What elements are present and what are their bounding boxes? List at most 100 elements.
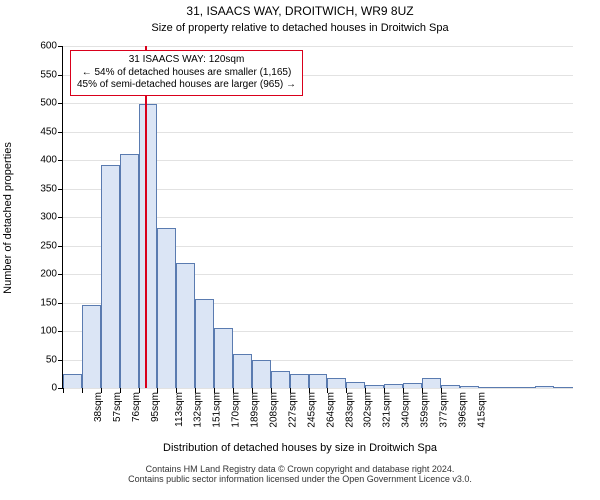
histogram-bar [535, 386, 554, 388]
xtick-mark [422, 388, 423, 393]
xtick-label: 340sqm [401, 392, 412, 428]
xtick-label: 170sqm [231, 392, 242, 428]
xtick-label: 76sqm [131, 392, 142, 422]
ytick-label: 200 [40, 269, 57, 280]
marker-vline [145, 46, 147, 388]
xtick-label: 113sqm [173, 392, 184, 427]
xtick-mark [120, 388, 121, 393]
ytick-label: 600 [40, 41, 57, 52]
ytick-mark [58, 75, 63, 76]
xtick-label: 95sqm [150, 392, 161, 422]
histogram-bar [101, 165, 120, 388]
xtick-label: 302sqm [363, 392, 374, 428]
histogram-bar [384, 384, 403, 388]
ytick-label: 100 [40, 326, 57, 337]
histogram-bar [82, 305, 101, 388]
xtick-mark [327, 388, 328, 393]
y-axis-label: Number of detached properties [2, 142, 14, 294]
xtick-label: 38sqm [93, 392, 104, 422]
ytick-mark [58, 303, 63, 304]
histogram-bar [195, 299, 214, 388]
histogram-bar [271, 371, 290, 388]
chart-container: { "suptitle": "31, ISAACS WAY, DROITWICH… [0, 0, 600, 500]
histogram-bar [157, 228, 176, 388]
xtick-label: 321sqm [382, 392, 393, 428]
ytick-label: 350 [40, 183, 57, 194]
ytick-label: 500 [40, 98, 57, 109]
xtick-mark [403, 388, 404, 393]
histogram-bar [479, 387, 498, 388]
xtick-label: 132sqm [193, 392, 204, 428]
xtick-label: 245sqm [306, 392, 317, 428]
histogram-bar [365, 385, 384, 388]
ytick-mark [58, 46, 63, 47]
chart-suptitle: 31, ISAACS WAY, DROITWICH, WR9 8UZ [0, 4, 600, 18]
gridline [63, 46, 573, 47]
annotation-line: ← 54% of detached houses are smaller (1,… [77, 67, 296, 80]
ytick-mark [58, 132, 63, 133]
ytick-mark [58, 360, 63, 361]
ytick-label: 150 [40, 297, 57, 308]
xtick-label: 151sqm [212, 392, 223, 428]
histogram-bar [290, 374, 309, 388]
xtick-mark [176, 388, 177, 393]
histogram-bar [309, 374, 328, 388]
ytick-mark [58, 103, 63, 104]
ytick-label: 550 [40, 69, 57, 80]
xtick-label: 189sqm [250, 392, 261, 428]
histogram-bar [63, 374, 82, 388]
ytick-mark [58, 246, 63, 247]
xtick-mark [157, 388, 158, 393]
annotation-line: 31 ISAACS WAY: 120sqm [77, 54, 296, 67]
xtick-label: 283sqm [344, 392, 355, 428]
ytick-mark [58, 274, 63, 275]
histogram-bar [214, 328, 233, 388]
xtick-mark [252, 388, 253, 393]
chart-title: Size of property relative to detached ho… [0, 22, 600, 34]
xtick-label: 208sqm [269, 392, 280, 428]
histogram-bar [327, 378, 346, 388]
xtick-mark [271, 388, 272, 393]
xtick-label: 227sqm [287, 392, 298, 428]
ytick-label: 0 [51, 383, 57, 394]
ytick-mark [58, 189, 63, 190]
ytick-label: 400 [40, 155, 57, 166]
xtick-label: 264sqm [325, 392, 336, 428]
ytick-mark [58, 331, 63, 332]
histogram-bar [403, 383, 422, 388]
histogram-bar [497, 387, 516, 388]
ytick-label: 450 [40, 126, 57, 137]
xtick-mark [82, 388, 83, 393]
histogram-bar [441, 385, 460, 388]
annotation-line: 45% of semi-detached houses are larger (… [77, 79, 296, 92]
xtick-mark [195, 388, 196, 393]
xtick-mark [441, 388, 442, 393]
histogram-bar [554, 387, 573, 388]
histogram-bar [252, 360, 271, 389]
annotation-box: 31 ISAACS WAY: 120sqm← 54% of detached h… [70, 50, 303, 96]
footer-attribution: Contains HM Land Registry data © Crown c… [0, 464, 600, 484]
ytick-mark [58, 160, 63, 161]
ytick-mark [58, 217, 63, 218]
xtick-mark [214, 388, 215, 393]
xtick-label: 396sqm [457, 392, 468, 428]
ytick-label: 50 [46, 354, 57, 365]
xtick-mark [290, 388, 291, 393]
xtick-label: 377sqm [439, 392, 450, 428]
ytick-label: 300 [40, 212, 57, 223]
histogram-bar [422, 378, 441, 388]
xtick-mark [101, 388, 102, 393]
xtick-label: 57sqm [112, 392, 123, 422]
histogram-bar [346, 382, 365, 388]
xtick-mark [233, 388, 234, 393]
x-axis-label: Distribution of detached houses by size … [0, 442, 600, 454]
plot-area: 05010015020025030035040045050055060038sq… [62, 46, 573, 389]
histogram-bar [233, 354, 252, 388]
xtick-mark [365, 388, 366, 393]
histogram-bar [139, 104, 158, 388]
xtick-label: 359sqm [420, 392, 431, 428]
xtick-mark [309, 388, 310, 393]
histogram-bar [516, 387, 535, 388]
xtick-mark [63, 388, 64, 393]
xtick-mark [139, 388, 140, 393]
